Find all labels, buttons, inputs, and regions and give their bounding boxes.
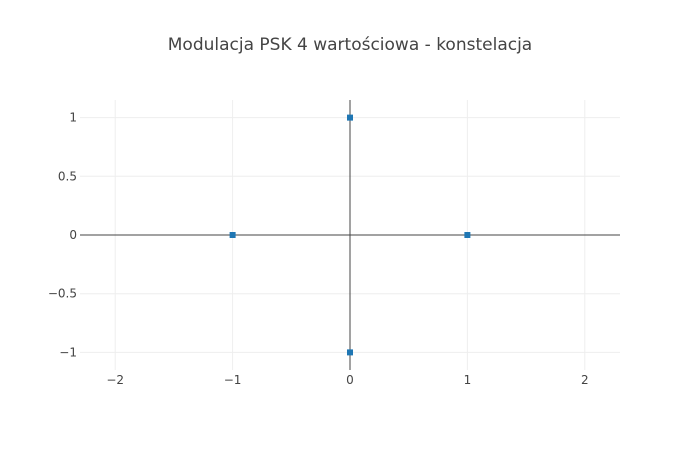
x-tick-label: −1 (224, 373, 242, 387)
x-tick-label: 0 (346, 373, 354, 387)
scatter-point (464, 232, 471, 238)
scatter-point (347, 114, 353, 121)
y-tick-label: 1 (69, 111, 77, 125)
zero-line-layer (80, 100, 620, 370)
scatter-point (347, 349, 353, 356)
y-tick-label: −1 (59, 345, 77, 359)
x-tick-label: 2 (581, 373, 589, 387)
y-tick-label: 0 (69, 228, 77, 242)
y-axis-tick-labels: 1 0.5 0 −0.5 −1 (48, 111, 77, 360)
y-tick-label: 0.5 (58, 169, 77, 183)
scatter-points (229, 114, 471, 356)
scatter-point (229, 232, 236, 238)
chart-title: Modulacja PSK 4 wartościowa - konstelacj… (168, 35, 532, 55)
x-tick-label: −2 (106, 373, 124, 387)
y-tick-label: −0.5 (48, 287, 77, 301)
x-axis-tick-labels: −2 −1 0 1 2 (106, 373, 588, 387)
x-tick-label: 1 (464, 373, 472, 387)
